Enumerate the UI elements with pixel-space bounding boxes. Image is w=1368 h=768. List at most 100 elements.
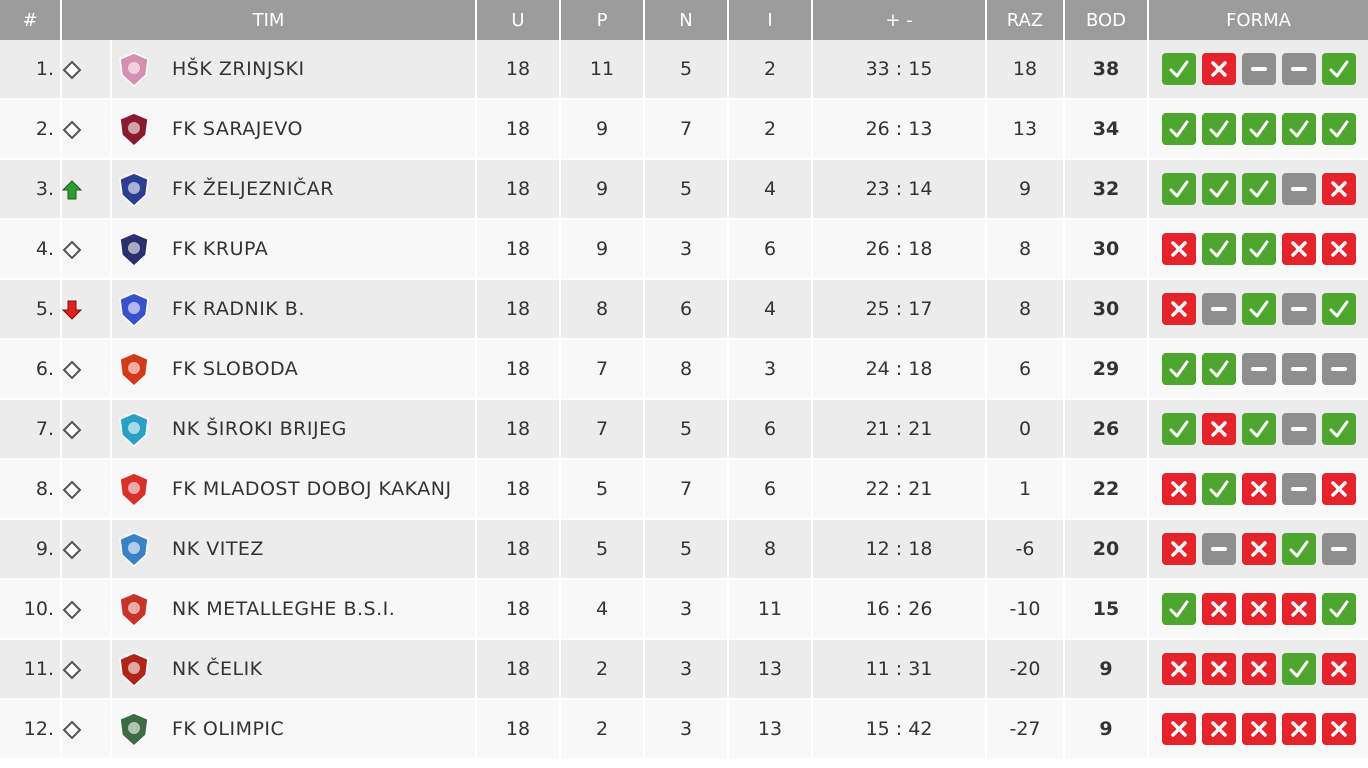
table-row[interactable]: 7. NK ŠIROKI BRIJEG 18 7 5 6 21 : 21 0 26: [0, 400, 1368, 460]
table-row[interactable]: 8. FK MLADOST DOBOJ KAKANJ 18 5 7 6 22 : 21 1 22: [0, 460, 1368, 520]
header-points[interactable]: BOD: [1065, 0, 1149, 40]
team-name[interactable]: FK OLIMPIC: [172, 718, 285, 740]
form-loss-icon: [1161, 713, 1196, 745]
form-win-icon: [1281, 113, 1316, 145]
header-won[interactable]: P: [561, 0, 645, 40]
header-team[interactable]: TIM: [62, 0, 477, 40]
goals-cell: 15 : 42: [813, 700, 987, 760]
team-cell[interactable]: NK VITEZ: [112, 520, 477, 580]
team-cell[interactable]: NK ČELIK: [112, 640, 477, 700]
header-diff[interactable]: RAZ: [987, 0, 1065, 40]
lost-cell: 8: [729, 520, 813, 580]
goals-cell: 26 : 18: [813, 220, 987, 280]
trend-unchanged-icon: [62, 220, 112, 280]
table-row[interactable]: 10. NK METALLEGHE B.S.I. 18 4 3 11 16 : 26 -10 1…: [0, 580, 1368, 640]
header-goals[interactable]: + -: [813, 0, 987, 40]
table-row[interactable]: 4. FK KRUPA 18 9 3 6 26 : 18 8 30: [0, 220, 1368, 280]
form-draw-icon: [1321, 353, 1356, 385]
team-name[interactable]: NK VITEZ: [172, 538, 264, 560]
drawn-cell: 3: [645, 580, 729, 640]
team-name[interactable]: FK SLOBODA: [172, 358, 299, 380]
team-name[interactable]: FK RADNIK B.: [172, 298, 305, 320]
team-name[interactable]: NK ČELIK: [172, 658, 263, 680]
form-win-icon: [1241, 413, 1276, 445]
form-draw-icon: [1281, 413, 1316, 445]
played-cell: 18: [477, 400, 561, 460]
goals-cell: 21 : 21: [813, 400, 987, 460]
goals-cell: 22 : 21: [813, 460, 987, 520]
olimpic-crest-icon: [119, 712, 149, 747]
diff-cell: -10: [987, 580, 1065, 640]
header-played[interactable]: U: [477, 0, 561, 40]
points-cell: 20: [1065, 520, 1149, 580]
team-cell[interactable]: NK ŠIROKI BRIJEG: [112, 400, 477, 460]
team-cell[interactable]: FK ŽELJEZNIČAR: [112, 160, 477, 220]
played-cell: 18: [477, 40, 561, 100]
table-row[interactable]: 1. HŠK ZRINJSKI 18 11 5 2 33 : 15 18 38: [0, 40, 1368, 100]
drawn-cell: 5: [645, 40, 729, 100]
team-name[interactable]: NK ŠIROKI BRIJEG: [172, 418, 347, 440]
trend-unchanged-icon: [62, 340, 112, 400]
diff-cell: 8: [987, 280, 1065, 340]
table-row[interactable]: 2. FK SARAJEVO 18 9 7 2 26 : 13 13 34: [0, 100, 1368, 160]
team-name[interactable]: HŠK ZRINJSKI: [172, 58, 305, 80]
form-loss-icon: [1241, 713, 1276, 745]
form-loss-icon: [1241, 473, 1276, 505]
table-row[interactable]: 11. NK ČELIK 18 2 3 13 11 : 31 -20 9: [0, 640, 1368, 700]
team-cell[interactable]: FK SLOBODA: [112, 340, 477, 400]
table-row[interactable]: 12. FK OLIMPIC 18 2 3 13 15 : 42 -27 9: [0, 700, 1368, 760]
diff-cell: -27: [987, 700, 1065, 760]
drawn-cell: 5: [645, 520, 729, 580]
form-cell: [1149, 460, 1368, 520]
played-cell: 18: [477, 160, 561, 220]
team-name[interactable]: FK ŽELJEZNIČAR: [172, 178, 334, 200]
form-loss-icon: [1161, 233, 1196, 265]
header-lost[interactable]: I: [729, 0, 813, 40]
drawn-cell: 3: [645, 640, 729, 700]
rank-cell: 11.: [0, 640, 62, 700]
points-cell: 34: [1065, 100, 1149, 160]
drawn-cell: 7: [645, 460, 729, 520]
team-cell[interactable]: HŠK ZRINJSKI: [112, 40, 477, 100]
header-rank[interactable]: #: [0, 0, 62, 40]
table-row[interactable]: 5. FK RADNIK B. 18 8 6 4 25 : 17 8 30: [0, 280, 1368, 340]
points-cell: 38: [1065, 40, 1149, 100]
drawn-cell: 5: [645, 400, 729, 460]
team-name[interactable]: FK MLADOST DOBOJ KAKANJ: [172, 478, 452, 500]
team-name[interactable]: NK METALLEGHE B.S.I.: [172, 598, 396, 620]
form-loss-icon: [1321, 713, 1356, 745]
form-draw-icon: [1281, 473, 1316, 505]
header-drawn[interactable]: N: [645, 0, 729, 40]
table-row[interactable]: 3. FK ŽELJEZNIČAR 18 9 5 4 23 : 14 9 32: [0, 160, 1368, 220]
points-cell: 32: [1065, 160, 1149, 220]
form-loss-icon: [1321, 173, 1356, 205]
lost-cell: 4: [729, 160, 813, 220]
won-cell: 9: [561, 220, 645, 280]
form-win-icon: [1321, 413, 1356, 445]
form-loss-icon: [1241, 593, 1276, 625]
played-cell: 18: [477, 220, 561, 280]
team-cell[interactable]: FK MLADOST DOBOJ KAKANJ: [112, 460, 477, 520]
form-win-icon: [1161, 593, 1196, 625]
table-row[interactable]: 6. FK SLOBODA 18 7 8 3 24 : 18 6 29: [0, 340, 1368, 400]
team-cell[interactable]: FK OLIMPIC: [112, 700, 477, 760]
goals-cell: 26 : 13: [813, 100, 987, 160]
trend-unchanged-icon: [62, 640, 112, 700]
trend-unchanged-icon: [62, 700, 112, 760]
won-cell: 7: [561, 340, 645, 400]
rank-cell: 2.: [0, 100, 62, 160]
goals-cell: 16 : 26: [813, 580, 987, 640]
trend-unchanged-icon: [62, 460, 112, 520]
team-name[interactable]: FK KRUPA: [172, 238, 269, 260]
team-cell[interactable]: FK RADNIK B.: [112, 280, 477, 340]
won-cell: 11: [561, 40, 645, 100]
team-name[interactable]: FK SARAJEVO: [172, 118, 303, 140]
form-cell: [1149, 220, 1368, 280]
form-draw-icon: [1201, 293, 1236, 325]
lost-cell: 13: [729, 700, 813, 760]
form-win-icon: [1161, 173, 1196, 205]
team-cell[interactable]: NK METALLEGHE B.S.I.: [112, 580, 477, 640]
team-cell[interactable]: FK SARAJEVO: [112, 100, 477, 160]
team-cell[interactable]: FK KRUPA: [112, 220, 477, 280]
table-row[interactable]: 9. NK VITEZ 18 5 5 8 12 : 18 -6 20: [0, 520, 1368, 580]
